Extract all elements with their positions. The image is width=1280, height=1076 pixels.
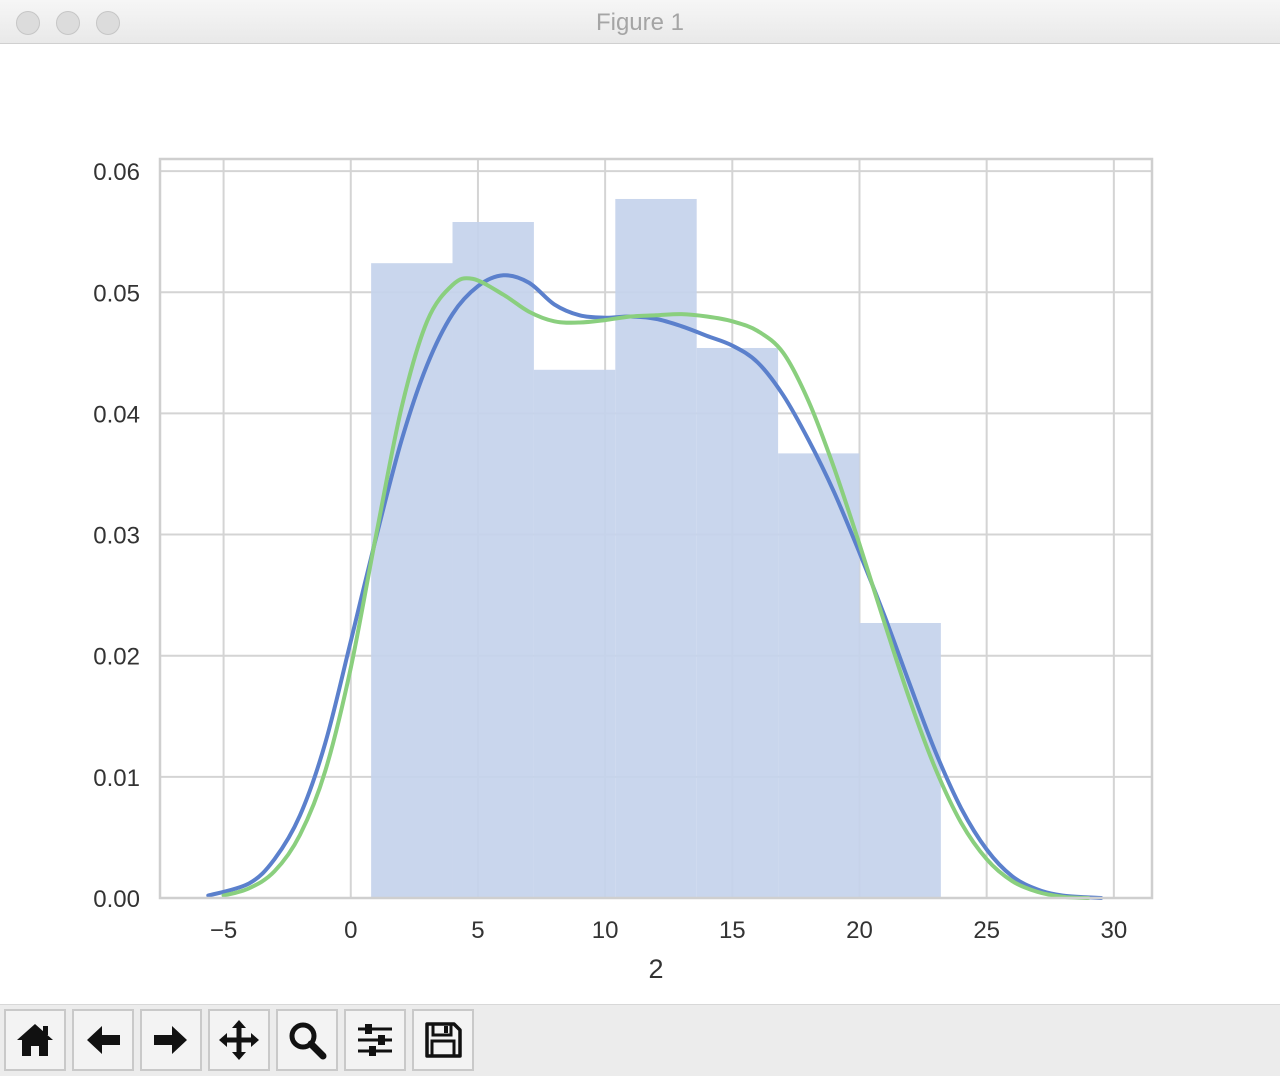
kde-line-green [221,276,1091,900]
x-tick-label: 20 [846,917,873,944]
x-tick-label: −5 [210,917,237,944]
maximize-window-button[interactable] [96,11,120,35]
forward-button[interactable] [140,1009,202,1071]
x-axis-label: 2 [648,954,663,984]
figure-canvas: −5 0 5 10 15 20 25 30 0.00 0.01 0.02 0.03 0.04 0.05 0.… [0,44,1280,1004]
plot-frame [158,157,1154,900]
minimize-window-button[interactable] [56,11,80,35]
x-tick-label: 30 [1100,917,1127,944]
home-icon [17,1024,53,1056]
y-tick-label: 0.03 [93,523,140,550]
histogram-bar [371,263,453,898]
y-tick-label: 0.04 [93,401,140,428]
move-icon [219,1020,259,1060]
x-tick-label: 15 [719,917,746,944]
histogram-bar [452,221,534,899]
save-icon [425,1022,462,1058]
close-window-button[interactable] [16,11,40,35]
histogram-bar [533,369,616,898]
home-button[interactable] [4,1009,66,1071]
save-button[interactable] [412,1009,474,1071]
navigation-toolbar [0,1004,1280,1076]
y-tick-label: 0.02 [93,644,140,671]
zoom-button[interactable] [276,1009,338,1071]
pan-button[interactable] [208,1009,270,1071]
x-tick-label: 0 [344,917,357,944]
configure-subplots-button[interactable] [344,1009,406,1071]
x-tick-label: 25 [973,917,1000,944]
histogram-bar [778,453,860,898]
y-tick-label: 0.06 [93,159,140,186]
window-title: Figure 1 [595,9,685,36]
arrow-right-icon [154,1026,187,1054]
window-titlebar: Figure 1 [0,0,1280,44]
x-tick-label: 5 [471,917,484,944]
sliders-icon [358,1024,392,1056]
histogram-bar [859,622,941,898]
kde-line-blue [206,273,1104,900]
histogram-bar [615,198,697,898]
y-tick-label: 0.01 [93,765,140,792]
back-button[interactable] [72,1009,134,1071]
histogram-chart: −5 0 5 10 15 20 25 30 0.00 0.01 0.02 0.03 0.04 0.05 0.… [93,157,1154,984]
y-tick-label: 0.05 [93,280,140,307]
y-tick-label: 0.00 [93,886,140,913]
histogram-bar [696,347,779,898]
arrow-left-icon [87,1026,120,1054]
zoom-icon [289,1022,327,1060]
x-tick-label: 10 [592,917,619,944]
